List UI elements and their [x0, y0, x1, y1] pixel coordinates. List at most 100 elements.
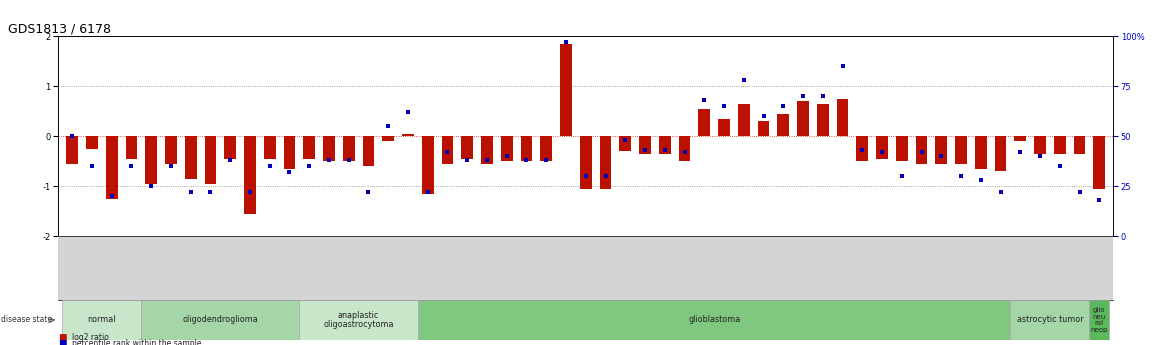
Bar [481, 136, 493, 164]
Bar [995, 136, 1007, 171]
Point [359, 189, 377, 195]
Point [1090, 198, 1108, 203]
Point [1070, 189, 1089, 195]
Text: glioblastoma: glioblastoma [688, 315, 741, 325]
Bar [165, 136, 176, 164]
Bar [324, 136, 335, 161]
Bar [698, 109, 710, 136]
Bar [1090, 300, 1110, 340]
Text: GDS1813 / 6178: GDS1813 / 6178 [8, 22, 111, 35]
Text: disease state: disease state [1, 315, 53, 325]
Point [320, 158, 339, 163]
Bar [876, 136, 888, 159]
Point [1030, 154, 1049, 159]
Point [478, 158, 496, 163]
Bar [1014, 136, 1027, 141]
Point [616, 138, 634, 143]
Point [221, 158, 239, 163]
Bar [896, 136, 908, 161]
Bar [738, 104, 750, 136]
Point [972, 178, 990, 183]
Text: ■: ■ [58, 333, 67, 342]
Bar [521, 136, 533, 161]
Bar [382, 136, 394, 141]
Bar [936, 136, 947, 164]
Text: astrocytic tumor: astrocytic tumor [1016, 315, 1083, 325]
Point [576, 174, 595, 179]
Bar [679, 136, 690, 161]
Bar [975, 136, 987, 169]
Point [458, 158, 477, 163]
Bar [422, 136, 433, 194]
Bar [1093, 136, 1105, 189]
Point [280, 169, 299, 175]
Point [181, 189, 200, 195]
Bar [125, 136, 138, 159]
Point [892, 174, 911, 179]
Text: oligodendroglioma: oligodendroglioma [182, 315, 258, 325]
Point [537, 158, 556, 163]
Bar [1034, 136, 1047, 154]
Bar [836, 99, 848, 136]
Point [794, 93, 813, 99]
Point [1050, 164, 1069, 169]
Bar [343, 136, 355, 161]
Bar [778, 114, 790, 136]
Point [596, 174, 614, 179]
Point [517, 158, 536, 163]
Text: ■: ■ [58, 339, 67, 345]
Bar [1054, 136, 1065, 154]
Point [63, 134, 82, 139]
Bar [204, 136, 216, 184]
Point [498, 154, 516, 159]
Bar [442, 136, 453, 164]
Bar [141, 300, 299, 340]
Bar [579, 136, 592, 189]
Point [260, 164, 279, 169]
Bar [299, 300, 418, 340]
Point [675, 149, 694, 155]
Bar [244, 136, 256, 214]
Bar [916, 136, 927, 164]
Bar [284, 136, 296, 169]
Bar [106, 136, 118, 199]
Point [952, 174, 971, 179]
Point [340, 158, 359, 163]
Point [161, 164, 180, 169]
Bar [856, 136, 868, 161]
Bar [402, 134, 413, 136]
Bar [718, 119, 730, 136]
Point [83, 164, 102, 169]
Point [438, 149, 457, 155]
Text: normal: normal [88, 315, 116, 325]
Point [141, 184, 160, 189]
Bar [304, 136, 315, 159]
Bar [224, 136, 236, 159]
Text: glio
neu
ral
neop: glio neu ral neop [1091, 307, 1108, 333]
Point [557, 39, 576, 45]
Point [300, 164, 319, 169]
Point [992, 189, 1010, 195]
Point [715, 104, 734, 109]
Bar [362, 136, 375, 166]
Point [123, 164, 141, 169]
Point [774, 104, 793, 109]
Bar [501, 136, 513, 161]
Point [241, 189, 259, 195]
Text: log2 ratio: log2 ratio [72, 333, 110, 342]
Point [655, 148, 674, 153]
Point [201, 189, 220, 195]
Point [755, 114, 773, 119]
Point [853, 148, 871, 153]
Bar [758, 121, 770, 136]
Bar [1073, 136, 1085, 154]
Bar [62, 300, 141, 340]
Point [1011, 149, 1030, 155]
Text: anaplastic
oligoastrocytoma: anaplastic oligoastrocytoma [324, 310, 394, 329]
Point [695, 98, 714, 103]
Bar [955, 136, 967, 164]
Point [378, 124, 397, 129]
Bar [185, 136, 196, 179]
Bar [418, 300, 1010, 340]
Point [398, 109, 417, 115]
